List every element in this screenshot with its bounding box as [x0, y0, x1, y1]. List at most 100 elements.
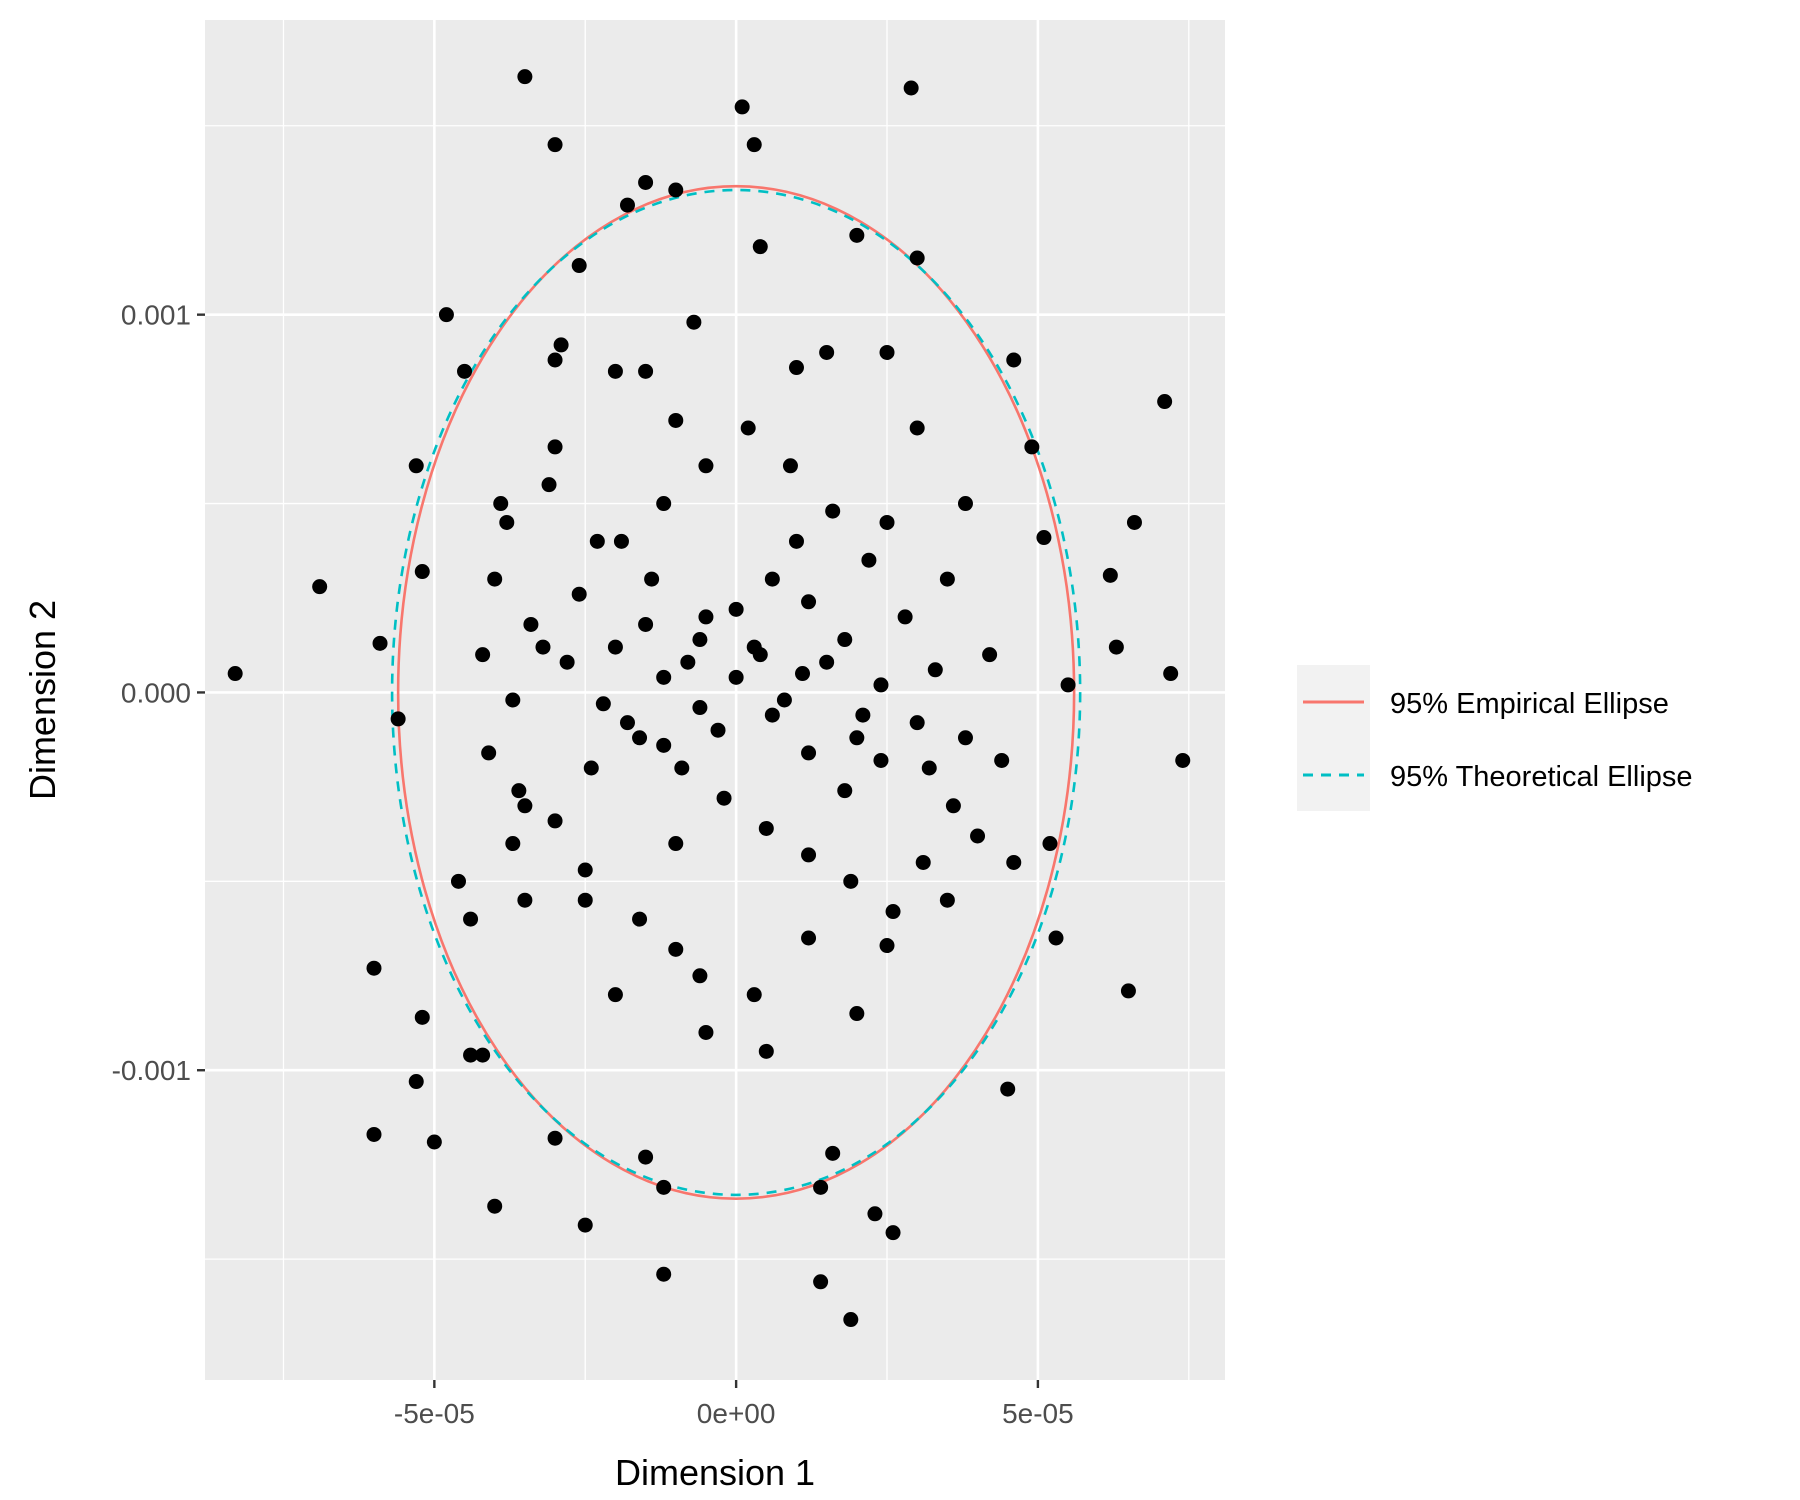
- data-point-85: [674, 760, 690, 776]
- data-point-140: [982, 647, 998, 663]
- data-point-48: [547, 352, 563, 368]
- data-point-23: [1102, 567, 1118, 583]
- data-point-64: [668, 941, 684, 957]
- data-point-71: [921, 760, 937, 776]
- data-point-92: [945, 798, 961, 814]
- data-point-28: [426, 1134, 442, 1150]
- data-point-14: [366, 1126, 382, 1142]
- data-point-45: [813, 1179, 829, 1195]
- data-point-114: [764, 571, 780, 587]
- data-point-144: [819, 344, 835, 360]
- data-point-57: [788, 360, 804, 376]
- data-point-4: [746, 137, 762, 153]
- data-point-55: [752, 239, 768, 255]
- data-point-25: [1000, 1081, 1016, 1097]
- data-point-59: [879, 344, 895, 360]
- data-point-8: [438, 307, 454, 323]
- data-point-113: [728, 601, 744, 617]
- data-point-128: [776, 692, 792, 708]
- data-point-31: [390, 711, 406, 727]
- data-point-100: [698, 458, 714, 474]
- data-point-39: [1060, 677, 1076, 693]
- empirical-ellipse: [396, 184, 1076, 1200]
- data-point-137: [577, 892, 593, 908]
- data-point-52: [849, 227, 865, 243]
- data-point-83: [595, 696, 611, 712]
- data-point-119: [873, 752, 889, 768]
- data-point-66: [746, 987, 762, 1003]
- data-point-123: [728, 669, 744, 685]
- data-point-19: [843, 1312, 859, 1328]
- data-point-112: [692, 632, 708, 648]
- data-point-40: [463, 1047, 479, 1063]
- data-point-138: [939, 571, 955, 587]
- data-point-102: [613, 533, 629, 549]
- data-point-12: [1126, 514, 1142, 530]
- ellipses: [390, 184, 1082, 1200]
- data-point-49: [571, 258, 587, 274]
- theoretical-ellipse: [390, 188, 1082, 1197]
- data-point-118: [909, 715, 925, 731]
- data-point-68: [879, 938, 895, 954]
- x-tick-label-1: 0e+00: [697, 1398, 776, 1429]
- data-point-109: [583, 760, 599, 776]
- data-point-15: [487, 1198, 503, 1214]
- data-point-88: [801, 847, 817, 863]
- data-point-127: [752, 647, 768, 663]
- y-tick-label-0: 0.001: [121, 300, 191, 331]
- data-point-122: [764, 707, 780, 723]
- data-point-133: [607, 639, 623, 655]
- data-point-42: [547, 1130, 563, 1146]
- data-point-95: [897, 609, 913, 625]
- data-point-37: [1024, 439, 1040, 455]
- legend-label-empirical: 95% Empirical Ellipse: [1390, 688, 1669, 720]
- data-point-63: [632, 911, 648, 927]
- data-points: [227, 69, 1191, 1328]
- data-point-150: [909, 420, 925, 436]
- data-point-70: [970, 828, 986, 844]
- data-point-54: [686, 314, 702, 330]
- data-point-105: [505, 692, 521, 708]
- data-point-81: [523, 616, 539, 632]
- data-point-148: [849, 1006, 865, 1022]
- data-point-75: [698, 609, 714, 625]
- data-point-2: [734, 99, 750, 115]
- data-point-77: [589, 533, 605, 549]
- data-point-3: [547, 137, 563, 153]
- data-point-62: [577, 862, 593, 878]
- data-point-121: [801, 745, 817, 761]
- data-point-35: [457, 363, 473, 379]
- data-point-33: [408, 458, 424, 474]
- data-point-10: [1175, 752, 1191, 768]
- data-point-9: [1157, 394, 1173, 410]
- data-point-86: [716, 790, 732, 806]
- data-point-91: [915, 854, 931, 870]
- data-point-99: [740, 420, 756, 436]
- data-point-101: [656, 496, 672, 512]
- data-point-50: [619, 197, 635, 213]
- data-point-89: [843, 873, 859, 889]
- axis-ticks: [197, 313, 1040, 1388]
- x-axis-tick-labels: -5e-05 0e+00 5e-05: [394, 1398, 1074, 1429]
- data-point-135: [668, 836, 684, 852]
- data-point-56: [607, 363, 623, 379]
- data-point-67: [801, 930, 817, 946]
- data-point-145: [638, 363, 654, 379]
- data-point-22: [1120, 983, 1136, 999]
- data-point-151: [547, 439, 563, 455]
- data-point-154: [1006, 854, 1022, 870]
- data-point-36: [1006, 352, 1022, 368]
- data-point-32: [372, 635, 388, 651]
- data-point-152: [957, 496, 973, 512]
- data-point-93: [957, 730, 973, 746]
- data-point-96: [861, 552, 877, 568]
- data-point-111: [656, 669, 672, 685]
- data-point-149: [607, 987, 623, 1003]
- plot-panel: [205, 20, 1225, 1380]
- y-tick-label-1: 0.000: [121, 677, 191, 708]
- data-point-76: [644, 571, 660, 587]
- x-tick-label-2: 5e-05: [1002, 1398, 1074, 1429]
- data-point-29: [408, 1074, 424, 1090]
- data-point-0: [517, 69, 533, 85]
